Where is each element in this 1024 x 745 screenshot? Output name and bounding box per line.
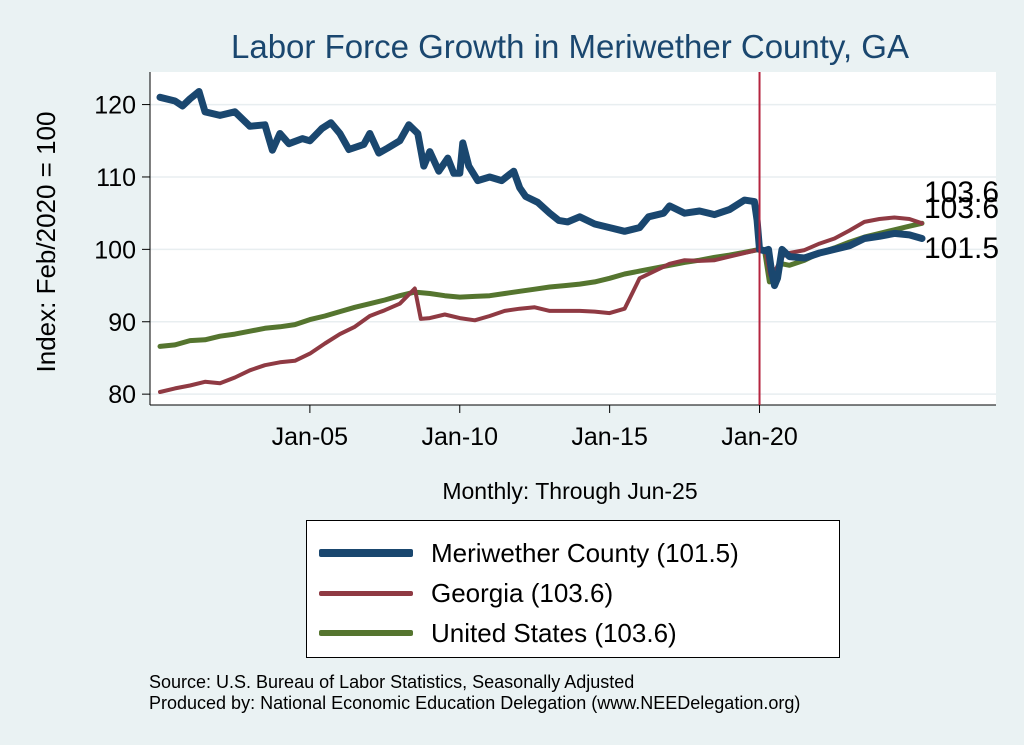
legend-swatch-meriwether: [319, 549, 413, 557]
y-tick-label-110: 110: [96, 164, 136, 192]
legend-item-meriwether: Meriwether County (101.5): [319, 533, 739, 573]
legend-swatch-united-states: [319, 630, 413, 636]
y-axis-label: Index: Feb/2020 = 100: [31, 112, 61, 373]
source-note: Source: U.S. Bureau of Labor Statistics,…: [149, 672, 635, 692]
y-tick-label-80: 80: [108, 381, 136, 409]
y-tick-label-90: 90: [108, 309, 136, 337]
end-label-united-states: 103.6: [924, 192, 999, 225]
x-tick-label-Jan-15: Jan-15: [571, 423, 647, 451]
x-tick-label-Jan-05: Jan-05: [272, 423, 348, 451]
x-axis-caption: Monthly: Through Jun-25: [442, 478, 698, 504]
chart-title: Labor Force Growth in Meriwether County,…: [231, 28, 909, 65]
end-label-georgia: 103.6: [924, 176, 999, 209]
x-tick-label-Jan-20: Jan-20: [721, 423, 797, 451]
footer: Source: U.S. Bureau of Labor Statistics,…: [149, 672, 800, 714]
y-tick-label-100: 100: [94, 236, 136, 264]
series-line-meriwether-county: [156, 88, 926, 290]
legend: Meriwether County (101.5) Georgia (103.6…: [306, 520, 840, 658]
legend-label-united-states: United States (103.6): [431, 617, 677, 648]
grid-lines: [150, 103, 996, 395]
producer-note: Produced by: National Economic Education…: [149, 693, 801, 713]
legend-item-united-states: United States (103.6): [319, 613, 677, 653]
axes: 80 90 100 110 120 Jan-05 Jan-10 Jan-15 Jan-20: [94, 72, 996, 451]
x-tick-label-Jan-10: Jan-10: [422, 423, 498, 451]
y-tick-label-120: 120: [94, 92, 136, 120]
legend-item-georgia: Georgia (103.6): [319, 573, 613, 613]
series-line-united-states: [157, 220, 925, 349]
legend-label-georgia: Georgia (103.6): [431, 577, 614, 608]
series-lines: [156, 72, 926, 405]
legend-swatch-georgia: [319, 590, 413, 596]
end-label-meriwether-county: 101.5: [924, 232, 999, 265]
legend-label-meriwether: Meriwether County (101.5): [431, 537, 739, 568]
